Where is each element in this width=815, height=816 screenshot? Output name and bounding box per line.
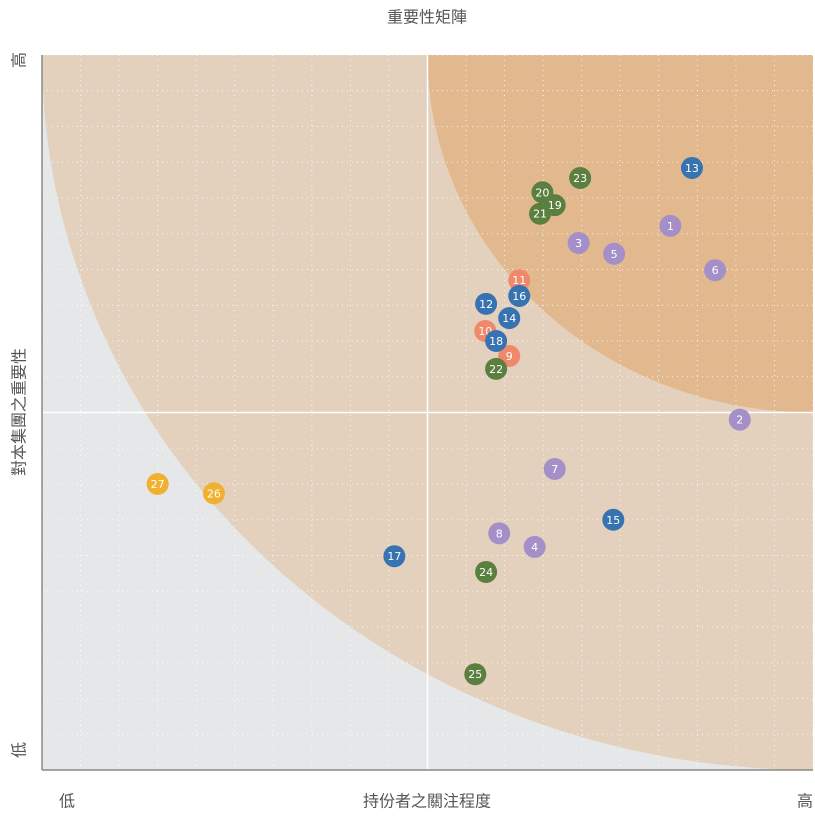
point: [475, 292, 498, 315]
point-label: 14: [502, 312, 516, 325]
point-label: 26: [207, 487, 221, 500]
point-label: 16: [512, 290, 526, 303]
point-label: 27: [151, 478, 165, 491]
point: [529, 202, 552, 225]
point-label: 13: [685, 162, 699, 175]
point-label: 15: [606, 514, 620, 527]
point: [202, 482, 225, 505]
point: [523, 535, 546, 558]
point: [602, 508, 625, 531]
point: [383, 545, 406, 568]
point-label: 9: [506, 350, 513, 363]
point-label: 18: [489, 335, 503, 348]
point-label: 8: [496, 527, 503, 540]
point-label: 20: [535, 186, 549, 199]
point-label: 5: [611, 248, 618, 261]
point: [567, 232, 590, 255]
point: [659, 214, 682, 237]
point-label: 22: [489, 363, 503, 376]
point-label: 24: [479, 566, 493, 579]
point-label: 3: [575, 237, 582, 250]
point-label: 1: [667, 220, 674, 233]
point-label: 2: [736, 414, 743, 427]
point: [485, 330, 508, 352]
point: [485, 357, 508, 380]
point: [704, 259, 727, 282]
point: [488, 522, 511, 545]
point-label: 17: [387, 550, 401, 563]
point: [680, 156, 703, 179]
y-axis-label: 對本集團之重要性: [10, 348, 29, 476]
point: [498, 307, 521, 330]
point-label: 7: [551, 463, 558, 476]
point-label: 11: [512, 274, 526, 287]
x-low-label: 低: [59, 792, 75, 811]
point: [543, 457, 566, 480]
point: [508, 269, 531, 292]
point: [475, 560, 498, 583]
point: [603, 242, 626, 265]
point-label: 25: [468, 668, 482, 681]
point-label: 6: [712, 264, 719, 277]
point-label: 21: [533, 208, 547, 221]
point: [146, 473, 169, 495]
y-high-label: 高: [10, 52, 29, 68]
point-label: 23: [573, 172, 587, 185]
point-label: 4: [531, 541, 538, 554]
y-low-label: 低: [10, 742, 29, 758]
point-label: 12: [479, 298, 493, 311]
x-high-label: 高: [797, 792, 813, 811]
point-label: 19: [548, 199, 562, 212]
point: [728, 408, 751, 431]
x-axis-label: 持份者之關注程度: [363, 792, 491, 811]
point: [531, 181, 554, 204]
point: [464, 663, 487, 686]
point: [569, 166, 592, 189]
high-zone: [427, 55, 813, 413]
chart-title: 重要性矩陣: [387, 8, 467, 27]
point: [508, 284, 531, 307]
